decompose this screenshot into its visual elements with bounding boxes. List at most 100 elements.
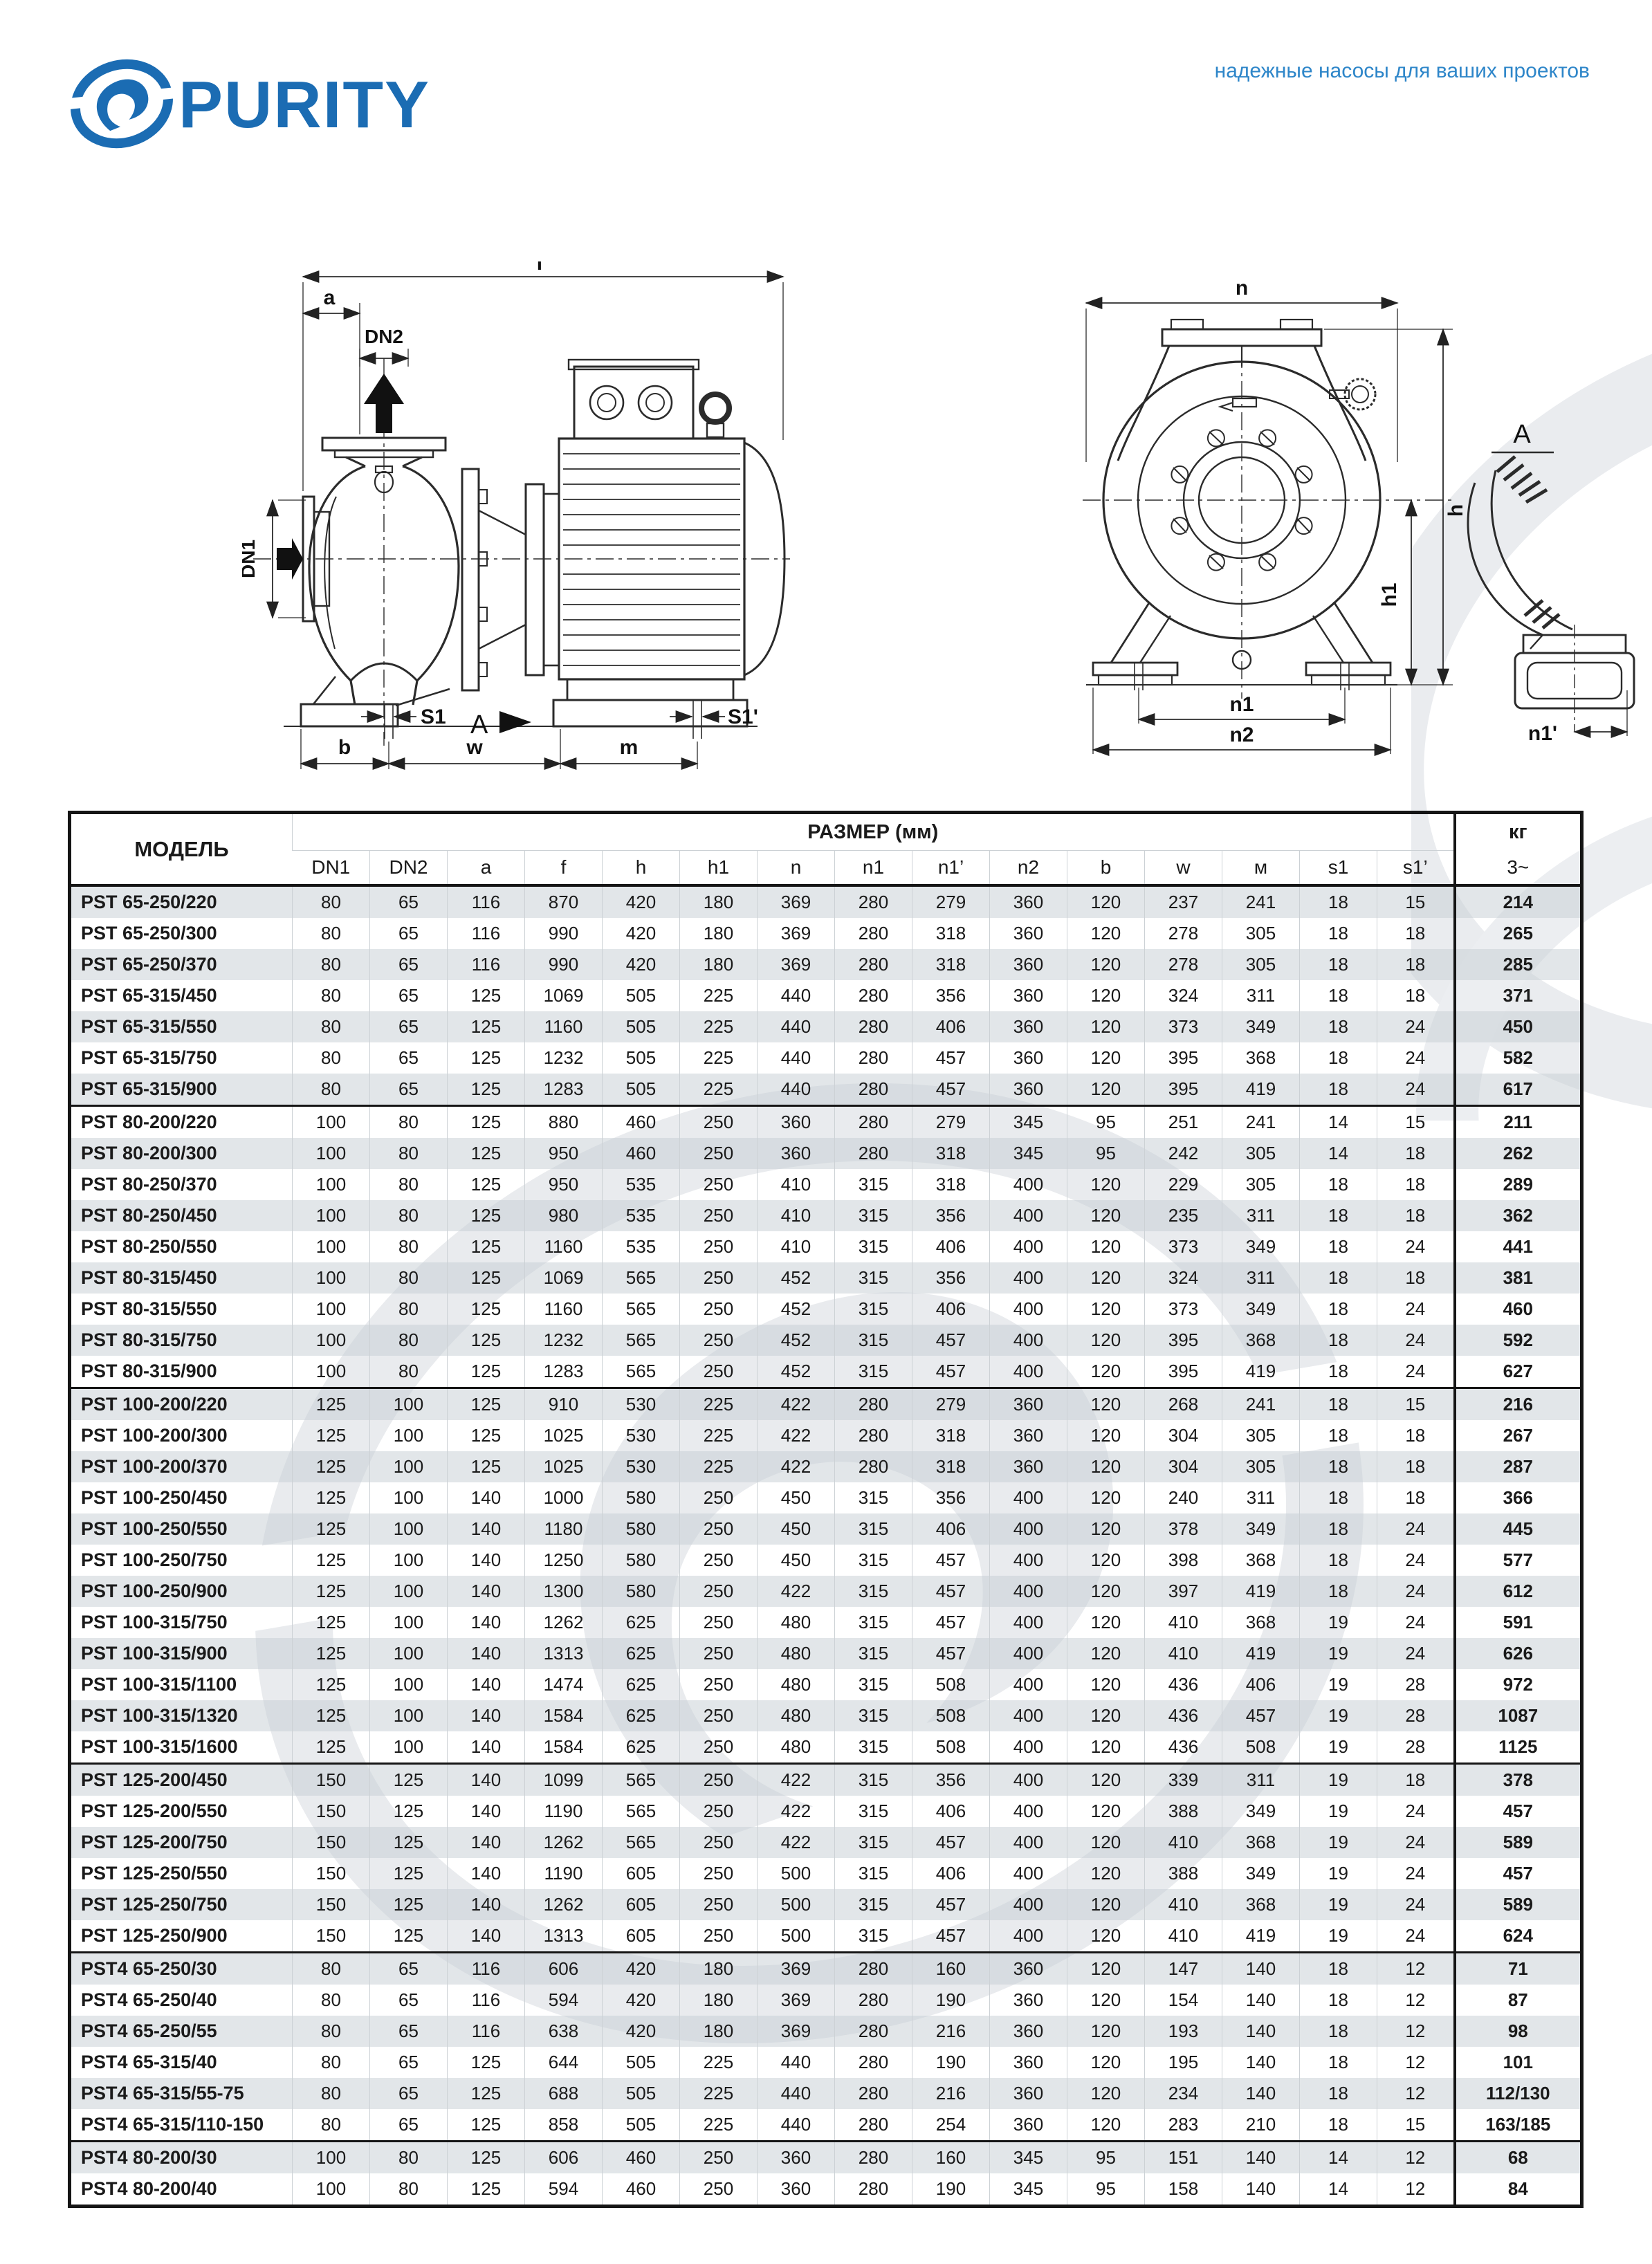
dim-cell: 140 bbox=[447, 1545, 525, 1576]
dim-cell: 280 bbox=[834, 1387, 912, 1420]
dim-cell: 280 bbox=[834, 1011, 912, 1042]
dim-cell: 360 bbox=[757, 2173, 835, 2207]
dim-cell: 140 bbox=[1222, 2078, 1300, 2109]
flow-arrow-up-icon bbox=[364, 374, 404, 433]
dim-cell: 280 bbox=[834, 918, 912, 949]
dim-header: n1 bbox=[834, 850, 912, 885]
table-row: PST4 65-250/30 80 65 116 606 420 180 369 280 160 3… bbox=[69, 1951, 1582, 1985]
dim-cell: 120 bbox=[1067, 1011, 1145, 1042]
dim-cell: 457 bbox=[912, 1356, 990, 1388]
model-cell: PST 125-250/900 bbox=[81, 1925, 228, 1946]
dim-cell: 436 bbox=[1144, 1700, 1222, 1731]
dim-cell: 80 bbox=[369, 1138, 448, 1169]
dim-label-b: b bbox=[338, 736, 351, 759]
dim-cell: 80 bbox=[292, 980, 370, 1011]
dim-cell: 100 bbox=[369, 1387, 448, 1420]
table-row: PST 80-200/300 100 80 125 950 460 250 360 280 318… bbox=[69, 1138, 1582, 1169]
dim-cell: 140 bbox=[1222, 2047, 1300, 2078]
dim-cell: 1232 bbox=[524, 1042, 603, 1074]
dim-cell: 80 bbox=[292, 2047, 370, 2078]
dim-cell: 18 bbox=[1299, 1513, 1377, 1545]
dim-cell: 457 bbox=[912, 1889, 990, 1920]
dim-cell: 410 bbox=[1144, 1889, 1222, 1920]
dim-cell: 360 bbox=[989, 1042, 1067, 1074]
dim-cell: 24 bbox=[1376, 1074, 1455, 1106]
dim-cell: 1250 bbox=[524, 1545, 603, 1576]
dim-cell: 125 bbox=[447, 980, 525, 1011]
dim-cell: 315 bbox=[834, 1513, 912, 1545]
dim-cell: 24 bbox=[1376, 1325, 1455, 1356]
dim-cell: 530 bbox=[602, 1420, 680, 1451]
dim-cell: 311 bbox=[1222, 1482, 1300, 1513]
dim-cell: 1190 bbox=[524, 1858, 603, 1889]
dim-cell: 18 bbox=[1299, 2016, 1377, 2047]
dim-cell: 125 bbox=[447, 1356, 525, 1388]
model-cell: PST 100-315/1100 bbox=[81, 1674, 237, 1695]
model-cell: PST 65-315/900 bbox=[69, 1074, 293, 1106]
dim-cell: 150 bbox=[292, 1796, 370, 1827]
model-cell: PST 80-250/370 bbox=[81, 1174, 217, 1195]
table-row: PST4 65-250/40 80 65 116 594 420 180 369 280 190 3… bbox=[70, 1985, 1582, 2016]
model-cell: PST4 65-315/110-150 bbox=[81, 2114, 264, 2135]
dim-cell: 305 bbox=[1222, 1169, 1300, 1200]
weight-cell: 71 bbox=[1453, 1951, 1582, 1985]
weight-cell: 457 bbox=[1453, 1796, 1582, 1827]
dim-cell: 125 bbox=[447, 1011, 525, 1042]
dim-cell: 120 bbox=[1067, 1387, 1145, 1420]
dim-cell: 28 bbox=[1376, 1669, 1455, 1700]
dim-cell: 125 bbox=[292, 1700, 370, 1731]
dim-cell: 315 bbox=[834, 1796, 912, 1827]
dim-cell: 95 bbox=[1067, 1138, 1145, 1169]
header-kg-phase: 3~ bbox=[1453, 850, 1582, 885]
dim-cell: 460 bbox=[602, 1105, 680, 1138]
dim-cell: 125 bbox=[369, 1889, 448, 1920]
dim-cell: 80 bbox=[292, 1074, 370, 1106]
weight-cell: 216 bbox=[1453, 1387, 1582, 1420]
dim-cell: 18 bbox=[1299, 1262, 1377, 1294]
dim-cell: 535 bbox=[602, 1169, 680, 1200]
dim-cell: 19 bbox=[1299, 1858, 1377, 1889]
spec-table-body: PST 65-250/220 80 65 116 870 420 180 369 280 279 3… bbox=[69, 885, 1582, 2207]
model-cell: PST 65-315/450 bbox=[81, 985, 217, 1006]
dim-cell: 140 bbox=[1222, 1951, 1300, 1985]
dim-cell: 100 bbox=[369, 1731, 448, 1764]
dim-cell: 535 bbox=[602, 1231, 680, 1262]
dim-cell: 356 bbox=[912, 980, 990, 1011]
dim-cell: 140 bbox=[1222, 2173, 1300, 2207]
dim-cell: 419 bbox=[1222, 1576, 1300, 1607]
dim-cell: 18 bbox=[1376, 1138, 1455, 1169]
flow-arrow-right-icon bbox=[277, 538, 303, 580]
dim-cell: 305 bbox=[1222, 918, 1300, 949]
dim-cell: 457 bbox=[912, 1576, 990, 1607]
dim-cell: 125 bbox=[447, 1262, 525, 1294]
dim-cell: 116 bbox=[447, 1985, 525, 2016]
dim-cell: 460 bbox=[602, 2140, 680, 2173]
dim-cell: 250 bbox=[679, 1920, 758, 1953]
dim-cell: 80 bbox=[292, 2078, 370, 2109]
dim-cell: 120 bbox=[1067, 1763, 1145, 1796]
table-row: PST 100-315/750 125 100 140 1262 625 250 480 315… bbox=[70, 1607, 1582, 1638]
table-row: PST 100-315/900 125 100 140 1313 625 250 480 315… bbox=[69, 1638, 1582, 1669]
dim-cell: 19 bbox=[1299, 1763, 1377, 1796]
dim-cell: 24 bbox=[1376, 1576, 1455, 1607]
dim-cell: 125 bbox=[292, 1420, 370, 1451]
dim-cell: 457 bbox=[1222, 1700, 1300, 1731]
model-cell: PST 65-250/370 bbox=[69, 949, 293, 980]
table-row: PST 80-315/750 100 80 125 1232 565 250 452 315 45… bbox=[69, 1325, 1582, 1356]
weight-cell: 592 bbox=[1453, 1325, 1582, 1356]
dim-cell: 120 bbox=[1067, 1200, 1145, 1231]
weight-cell: 287 bbox=[1453, 1451, 1582, 1482]
dim-cell: 80 bbox=[292, 1985, 370, 2016]
dim-cell: 12 bbox=[1376, 2140, 1455, 2173]
model-cell: PST 100-315/900 bbox=[69, 1638, 293, 1669]
weight-cell: 460 bbox=[1453, 1294, 1582, 1325]
dim-cell: 100 bbox=[369, 1513, 448, 1545]
dim-cell: 80 bbox=[369, 1356, 448, 1388]
dim-cell: 1025 bbox=[524, 1420, 603, 1451]
dim-cell: 116 bbox=[447, 885, 525, 918]
dim-cell: 225 bbox=[679, 1011, 758, 1042]
dim-cell: 158 bbox=[1144, 2173, 1222, 2207]
dim-cell: 250 bbox=[679, 1105, 758, 1138]
table-row: PST 125-250/550 150 125 140 1190 605 250 500 315… bbox=[70, 1858, 1582, 1889]
dim-cell: 140 bbox=[447, 1763, 525, 1796]
